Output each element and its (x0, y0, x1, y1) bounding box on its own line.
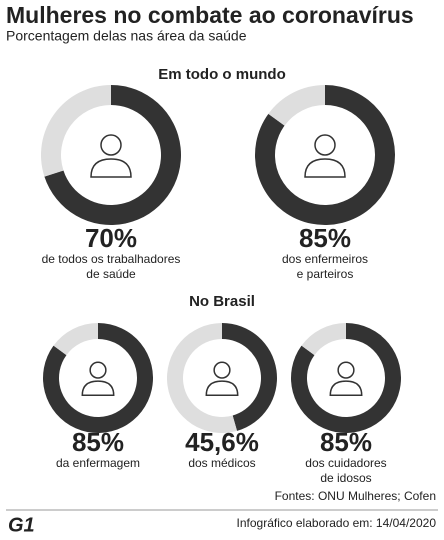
caption: dos enfermeiros (282, 252, 368, 266)
caption: dos médicos (188, 456, 255, 470)
donut-segment (40, 85, 111, 177)
icon-body (90, 158, 132, 178)
caption: de saúde (86, 267, 136, 281)
value-label: 70% (85, 223, 137, 253)
section-title: Em todo o mundo (158, 66, 285, 83)
logo: G1 (8, 514, 35, 536)
credit: Infográfico elaborado em: 14/04/2020 (237, 516, 437, 530)
value-label: 85% (320, 427, 372, 457)
icon-head (213, 361, 231, 379)
icon-body (329, 380, 363, 397)
icon-head (100, 134, 122, 156)
caption: de idosos (320, 471, 371, 485)
donut-segment (268, 85, 325, 126)
icon-head (337, 361, 355, 379)
title: Mulheres no combate ao coronavírus (6, 2, 414, 28)
subtitle: Porcentagem delas nas área da saúde (6, 28, 247, 44)
donut-segment (222, 323, 278, 431)
caption: da enfermagem (56, 456, 140, 470)
donut-segment (167, 323, 238, 433)
value-label: 45,6% (185, 427, 259, 457)
section-title: No Brasil (189, 293, 255, 310)
caption: dos cuidadores (305, 456, 386, 470)
value-label: 85% (299, 223, 351, 253)
sources: Fontes: ONU Mulheres; Cofen (275, 489, 436, 503)
icon-head (314, 134, 336, 156)
caption: e parteiros (297, 267, 354, 281)
caption: de todos os trabalhadores (42, 252, 181, 266)
icon-body (304, 158, 346, 178)
donut-segment (53, 323, 98, 356)
value-label: 85% (72, 427, 124, 457)
donut-segment (44, 85, 182, 225)
icon-body (81, 380, 115, 397)
donut-segment (301, 323, 346, 356)
icon-body (205, 380, 239, 397)
icon-head (89, 361, 107, 379)
